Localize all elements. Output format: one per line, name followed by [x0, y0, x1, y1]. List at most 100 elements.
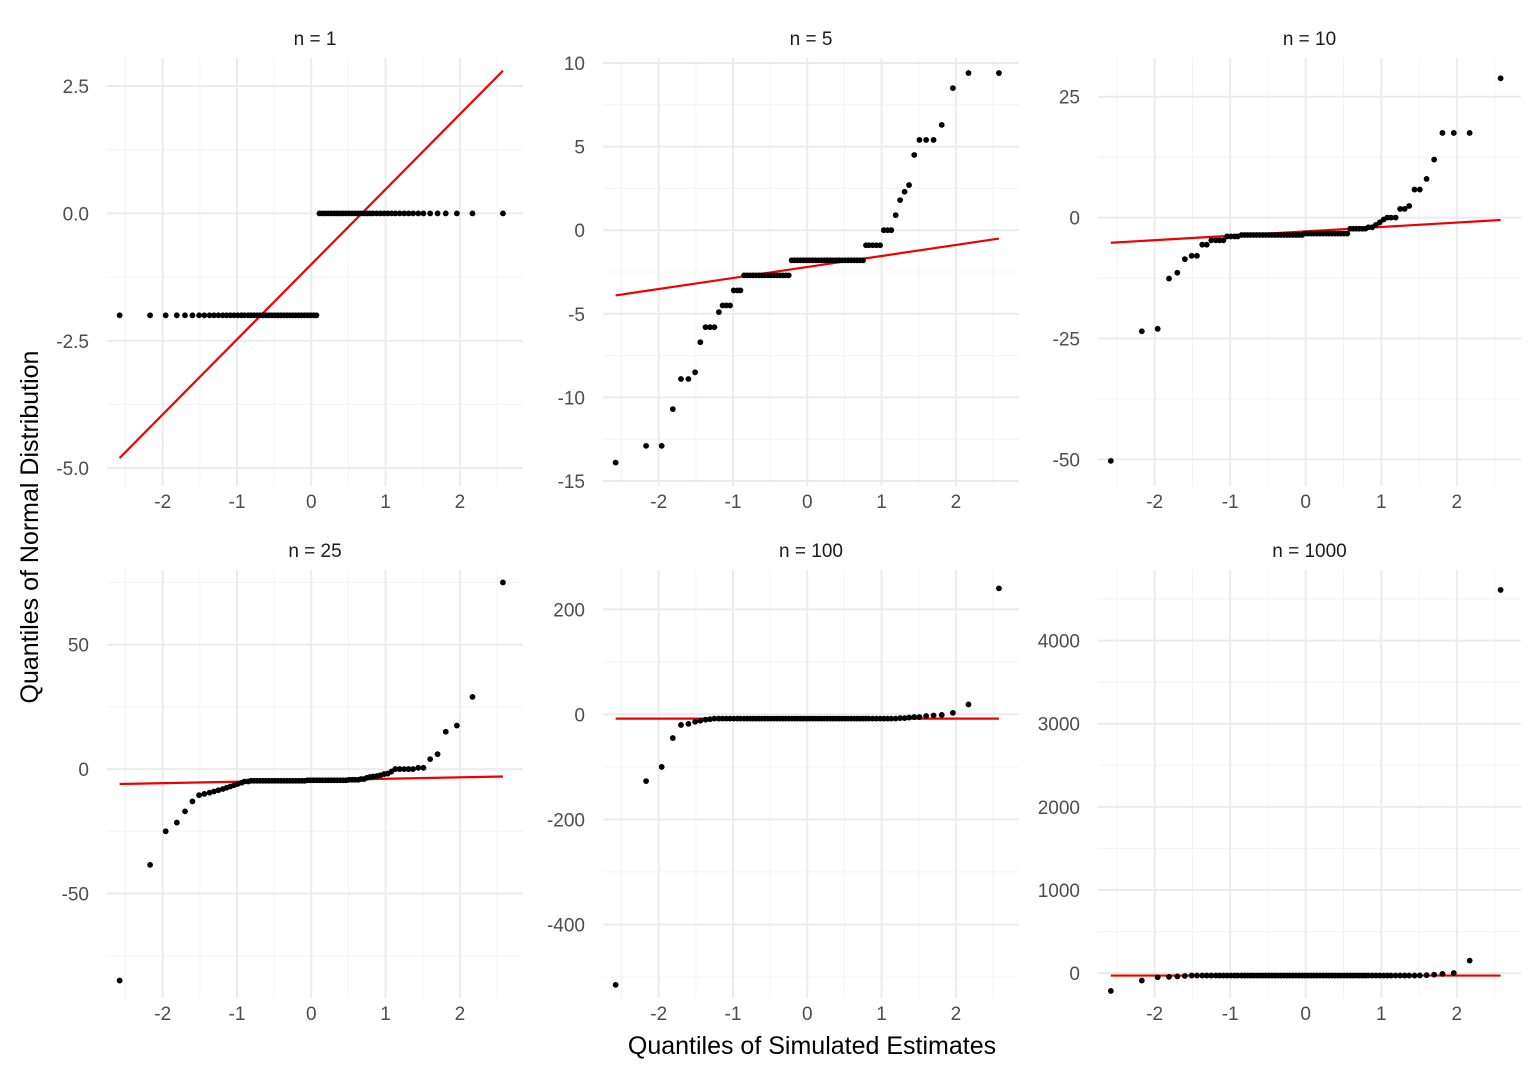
data-point [1220, 237, 1227, 244]
y-tick-label: 5 [574, 138, 585, 159]
data-point [162, 312, 169, 319]
data-point [938, 712, 945, 718]
panel-title: n = 1000 [1272, 541, 1347, 562]
data-point [396, 766, 403, 772]
data-point [1199, 972, 1206, 979]
x-tick-label: 2 [1452, 492, 1463, 513]
data-point [1181, 256, 1188, 263]
data-point [196, 792, 203, 799]
data-point [911, 714, 918, 720]
data-point [427, 756, 434, 763]
data-point [692, 369, 699, 376]
data-point [715, 309, 722, 316]
data-point [1392, 214, 1399, 221]
y-tick-label: -50 [62, 884, 89, 905]
data-point [658, 764, 665, 770]
data-point [1208, 972, 1215, 979]
y-tick-label: 10 [564, 54, 585, 75]
panel-4: n = 25 -2 -1 0 1 2 50 0 -50 [62, 541, 523, 1025]
data-point [189, 798, 196, 805]
data-point [923, 713, 930, 719]
data-point [707, 716, 713, 723]
data-point [173, 819, 180, 826]
data-point [1397, 972, 1404, 979]
x-tick-label: 1 [1376, 492, 1387, 513]
x-tick-label: -2 [154, 1004, 171, 1025]
data-point [434, 751, 441, 758]
data-point [930, 712, 937, 719]
data-point [1194, 252, 1200, 259]
x-tick-label: 2 [1452, 1004, 1463, 1025]
data-point [1450, 130, 1457, 136]
panel-1: n = 1 -2 -1 0 1 2 2.5 0.0 -2.5 -5.0 [56, 29, 523, 513]
x-tick-label: 0 [306, 492, 317, 513]
data-point [189, 312, 196, 319]
data-point [500, 210, 506, 217]
data-point [1406, 972, 1413, 979]
x-tick-label: -1 [1222, 492, 1239, 513]
x-tick-label: -2 [1146, 1004, 1163, 1025]
data-point [1392, 972, 1399, 979]
data-point [1154, 974, 1161, 981]
data-point [1497, 587, 1504, 593]
y-tick-label: -400 [547, 915, 585, 936]
data-point [1406, 203, 1413, 209]
y-tick-label: 2000 [1038, 798, 1080, 819]
data-point [420, 764, 427, 771]
data-point [427, 210, 434, 217]
panel-title: n = 5 [790, 29, 833, 50]
y-tick-label: -50 [1053, 450, 1080, 471]
data-point [697, 339, 704, 346]
y-axis-title: Quantiles of Normal Distribution [16, 351, 44, 704]
reference-line [615, 237, 1000, 297]
data-point [415, 210, 422, 217]
x-tick-label: 0 [1300, 492, 1311, 513]
data-point [1154, 325, 1161, 332]
data-point [405, 210, 412, 217]
y-tick-label: -5.0 [56, 459, 89, 480]
data-point [215, 787, 222, 794]
data-point [1439, 970, 1446, 977]
data-point [410, 766, 416, 772]
y-tick-label: -10 [558, 388, 585, 409]
data-point [965, 701, 972, 708]
y-tick-label: 0.0 [63, 204, 89, 225]
data-point [405, 766, 412, 772]
x-tick-label: -2 [154, 492, 171, 513]
data-point [173, 312, 180, 319]
x-tick-label: 0 [306, 1004, 317, 1025]
y-tick-label: 50 [68, 636, 89, 657]
data-point [442, 728, 449, 735]
data-point [420, 210, 427, 217]
x-tick-label: 1 [380, 1004, 391, 1025]
y-tick-label: -25 [1053, 329, 1080, 350]
data-point [1416, 972, 1423, 979]
data-point [201, 791, 208, 797]
data-point [1188, 972, 1195, 979]
data-point [892, 715, 899, 722]
data-point [612, 459, 619, 466]
data-point [162, 828, 169, 835]
y-tick-label: 3000 [1038, 715, 1080, 736]
data-point [401, 766, 408, 772]
data-point [1199, 241, 1206, 248]
data-point [500, 579, 506, 586]
x-tick-label: 2 [951, 492, 962, 513]
y-tick-label: 0 [1069, 209, 1080, 230]
panel-title: n = 25 [288, 541, 341, 562]
data-point [888, 715, 895, 722]
data-point [949, 85, 956, 91]
y-tick-label: 2.5 [63, 77, 89, 98]
y-tick-label: -15 [558, 472, 585, 493]
data-point [901, 715, 908, 721]
data-point [658, 442, 665, 449]
data-point [147, 861, 153, 868]
facet-panels: n = 1-2 -1 0 1 22.50.0-2.5-5.0n = 5-2 -1 0 1 210… [56, 29, 1521, 1025]
data-point [1439, 130, 1446, 136]
data-point [401, 210, 408, 217]
data-point [1411, 972, 1418, 979]
data-point [1203, 972, 1210, 979]
data-point [897, 715, 904, 721]
data-point [1188, 252, 1195, 259]
data-point [442, 210, 449, 217]
